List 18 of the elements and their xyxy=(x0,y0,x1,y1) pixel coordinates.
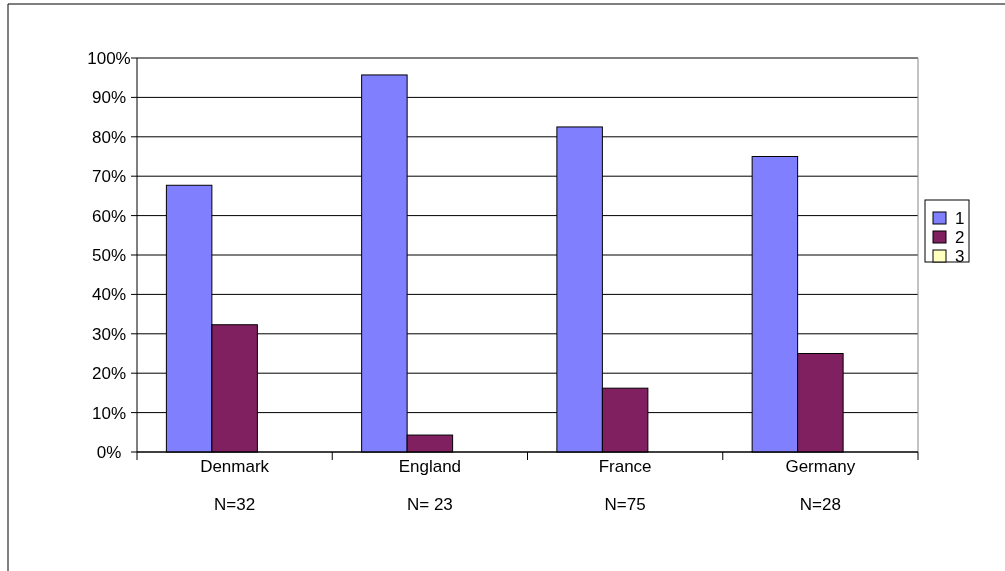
y-tick-label: 10% xyxy=(91,403,127,423)
y-tick-label: 70% xyxy=(91,167,127,187)
legend-label: 3 xyxy=(955,246,965,266)
legend-label: 1 xyxy=(955,208,965,228)
x-tick-label: France N=75 xyxy=(598,457,652,514)
y-tick-label: 60% xyxy=(91,206,127,226)
x-tick-label: Germany N=28 xyxy=(785,457,856,514)
x-tick-label: Denmark N=32 xyxy=(200,457,270,514)
y-tick-label: 100% xyxy=(87,48,131,68)
y-tick-label: 50% xyxy=(91,245,127,265)
y-tick-label: 30% xyxy=(91,324,127,344)
y-tick-label: 0% xyxy=(96,442,122,462)
y-tick-label: 20% xyxy=(91,364,127,384)
legend-label: 2 xyxy=(955,227,965,247)
y-tick-label: 40% xyxy=(91,285,127,305)
y-tick-label: 80% xyxy=(91,127,127,147)
y-tick-label: 90% xyxy=(91,88,127,108)
x-tick-label: England N= 23 xyxy=(398,457,462,514)
